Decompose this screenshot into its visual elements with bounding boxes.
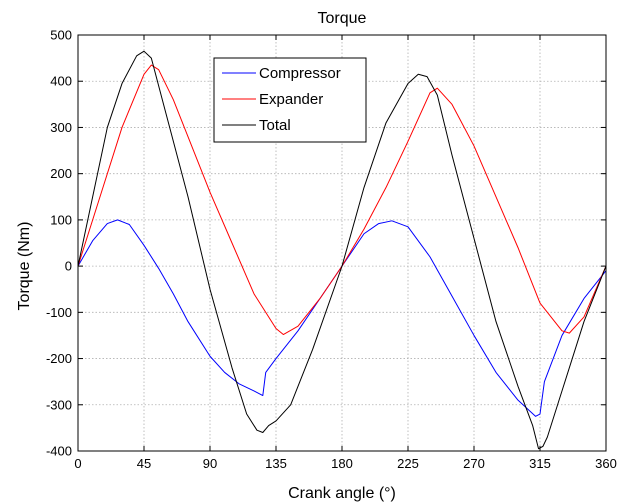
x-tick-label: 0 <box>74 456 81 471</box>
legend: Compressor Expander Total <box>213 57 367 143</box>
y-tick-label: -200 <box>46 351 72 366</box>
y-tick-label: -400 <box>46 444 72 459</box>
x-axis-title: Crank angle (°) <box>288 485 396 502</box>
y-tick-label: 200 <box>50 166 72 181</box>
x-tick-label: 180 <box>331 456 353 471</box>
legend-box <box>213 57 367 143</box>
x-tick-label: 90 <box>203 456 217 471</box>
y-axis-title: Torque (Nm) <box>16 222 33 311</box>
y-tick-label: 300 <box>50 120 72 135</box>
axes-layer: 0 45 90 135 180 225 270 315 360 -400 -300 -200 -100 0… <box>46 28 617 472</box>
x-tick-label: 315 <box>529 456 551 471</box>
y-tick-label: -100 <box>46 305 72 320</box>
y-tick-label: 400 <box>50 74 72 89</box>
x-tick-label: 270 <box>463 456 485 471</box>
legend-label-total: Total <box>259 117 291 134</box>
x-tick-label: 360 <box>595 456 617 471</box>
legend-label-expander: Expander <box>259 91 323 108</box>
y-tick-label: -300 <box>46 397 72 412</box>
x-tick-label: 225 <box>397 456 419 471</box>
series-layer <box>77 50 607 450</box>
series-line-total <box>77 50 607 450</box>
chart-title: Torque <box>318 10 367 27</box>
y-tick-label: 0 <box>65 259 72 274</box>
series-line-compressor <box>77 219 607 417</box>
legend-label-compressor: Compressor <box>259 65 341 82</box>
y-tick-label: 500 <box>50 28 72 43</box>
series-line-expander <box>77 64 607 336</box>
y-tick-label: 100 <box>50 212 72 227</box>
x-tick-label: 135 <box>265 456 287 471</box>
x-tick-label: 45 <box>137 456 151 471</box>
